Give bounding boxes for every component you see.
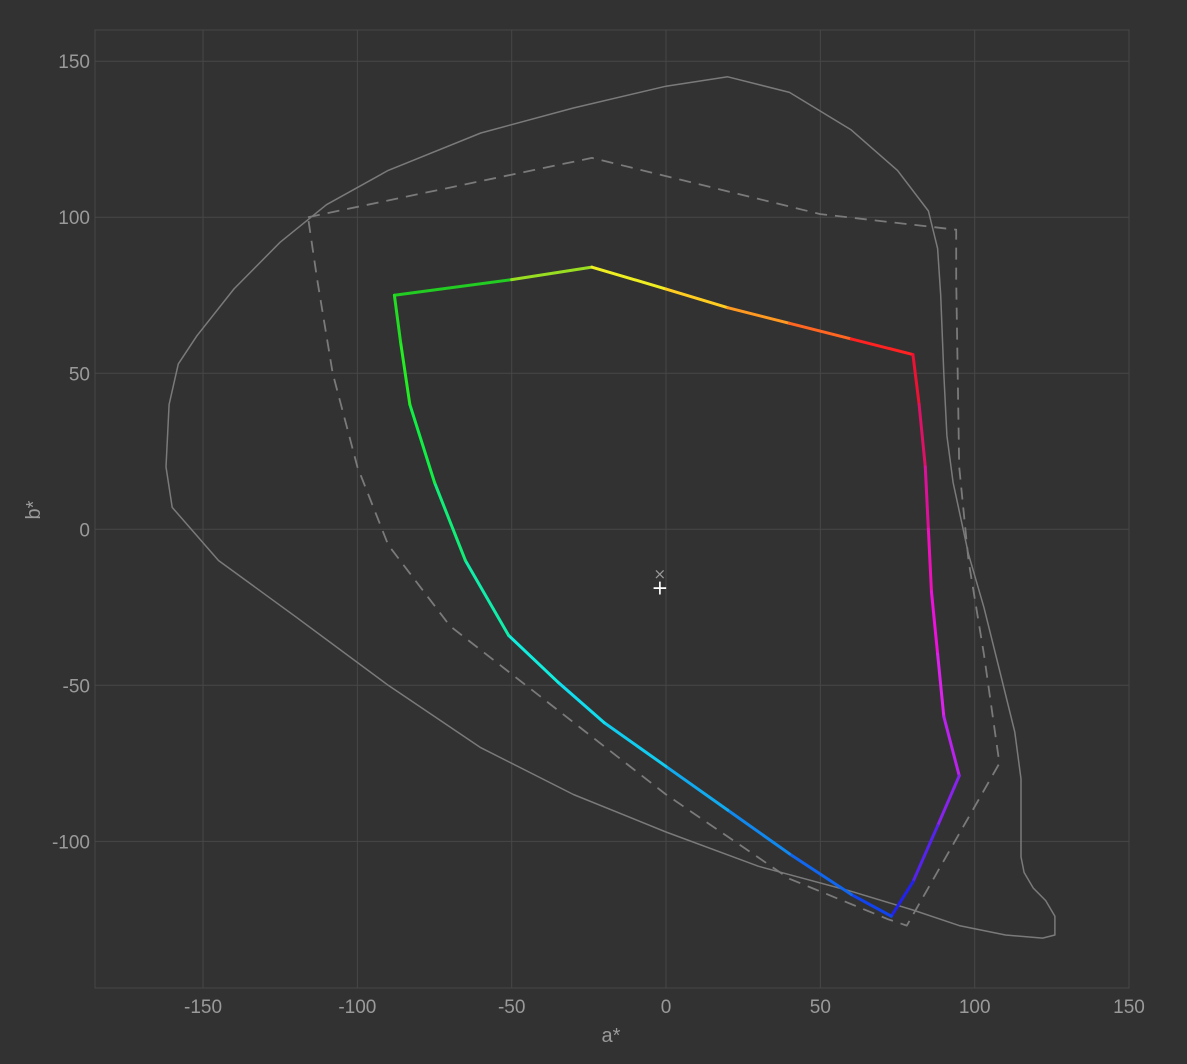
white-point-cross-marker: × — [654, 565, 667, 583]
y-tick-label: -50 — [63, 676, 90, 697]
gamut-line-segment — [923, 465, 930, 531]
gamut-line-segment — [726, 808, 791, 856]
gamut-line-segment — [911, 353, 921, 406]
reference-gamut-solid-line — [165, 76, 1056, 939]
gamut-line-segment — [929, 590, 940, 656]
x-tick-label: 100 — [959, 997, 991, 1018]
gamut-line-segment — [726, 306, 791, 325]
gamut-line-segment — [556, 680, 606, 725]
y-tick-label: 0 — [79, 520, 90, 541]
y-axis-label: b* — [23, 500, 45, 519]
grid-lines — [95, 30, 1130, 988]
gamut-line-segment — [787, 852, 853, 896]
y-axis-tick-labels: -100 -50 0 50 100 150 — [52, 52, 90, 853]
gamut-line-segment — [942, 715, 961, 778]
x-axis-tick-labels: -150 -100 -50 0 50 100 150 — [184, 997, 1145, 1018]
gamut-line-segment — [917, 402, 927, 469]
gamut-line-segment — [936, 774, 961, 828]
x-axis-label: a* — [602, 1025, 621, 1047]
x-tick-label: -50 — [498, 997, 525, 1018]
x-tick-label: -100 — [338, 997, 376, 1018]
white-point-plus-marker: + — [651, 576, 668, 600]
marker-layer: ×+ — [651, 565, 668, 600]
gamut-line-segment — [911, 824, 940, 884]
gamut-line-segment — [849, 337, 915, 357]
series-layer — [165, 76, 1056, 939]
gamut-line-segment — [936, 652, 946, 719]
gamut-line-segment — [926, 527, 933, 594]
y-tick-label: 50 — [69, 364, 90, 385]
gamut-line-segment — [392, 293, 403, 344]
x-tick-label: -150 — [184, 997, 222, 1018]
gamut-line-segment — [392, 278, 514, 297]
gamut-colored-line — [392, 265, 961, 918]
gamut-line-segment — [602, 721, 668, 768]
x-tick-label: 0 — [661, 997, 672, 1018]
gamut-line-segment — [889, 880, 915, 918]
y-tick-label: -100 — [52, 832, 90, 853]
gamut-line-segment — [664, 764, 730, 812]
gamut-line-segment — [664, 287, 730, 310]
x-tick-label: 150 — [1113, 997, 1145, 1018]
y-tick-label: 150 — [58, 52, 90, 73]
reference-gamut-dashed-line — [307, 156, 1001, 927]
gamut-line-segment — [787, 321, 853, 341]
gamut-line-segment — [507, 633, 560, 684]
gamut-line-segment — [399, 340, 412, 406]
gamut-line-segment — [408, 402, 437, 484]
gamut-line-segment — [510, 265, 594, 282]
gamut-line-segment — [463, 558, 511, 637]
gamut-line-segment — [849, 892, 893, 918]
x-tick-label: 50 — [810, 997, 831, 1018]
gamut-line-segment — [433, 480, 467, 562]
gamut-line-segment — [590, 265, 668, 291]
y-tick-label: 100 — [58, 208, 90, 229]
